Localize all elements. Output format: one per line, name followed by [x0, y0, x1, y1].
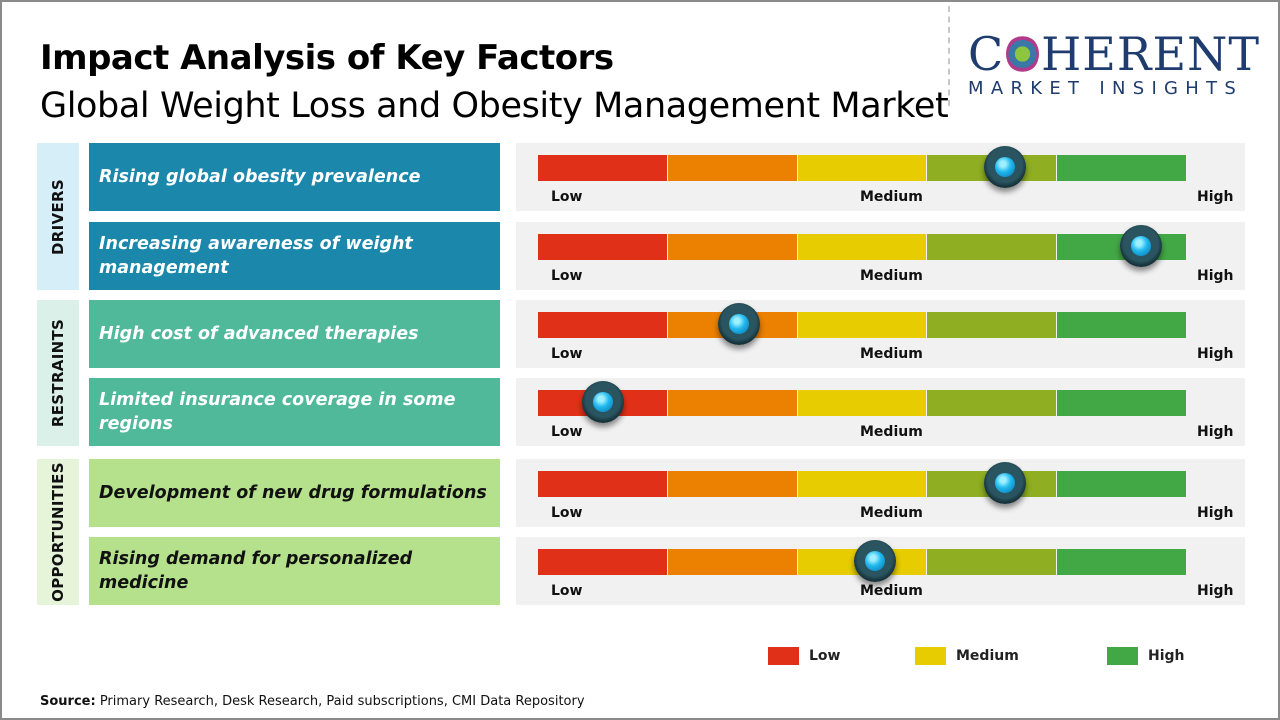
category-label: DRIVERS — [49, 178, 67, 255]
impact-indicator-knob — [983, 462, 1026, 504]
scale-label-high: High — [1197, 346, 1234, 362]
gauge-segment — [1057, 312, 1186, 338]
category-label: OPPORTUNITIES — [49, 462, 67, 602]
impact-gauge: Low Medium High — [516, 378, 1245, 446]
coherent-logo: C HERENT MARKET INSIGHTS — [968, 27, 1260, 99]
gauge-segment — [927, 390, 1056, 416]
impact-gauge: Low Medium High — [516, 143, 1245, 211]
globe-icon — [1006, 35, 1040, 73]
category-label: RESTRAINTS — [49, 318, 68, 428]
gauge-segment — [668, 549, 797, 575]
scale-label-high: High — [1197, 505, 1234, 521]
gauge-segment — [927, 234, 1056, 260]
legend-item-high: High — [1107, 647, 1185, 665]
scale-label-high: High — [1197, 268, 1234, 284]
gauge-segment — [668, 471, 797, 497]
gauge-segment — [538, 155, 667, 181]
scale-label-medium: Medium — [860, 424, 923, 440]
impact-gauge: Low Medium High — [516, 537, 1245, 605]
factor-label: Rising global obesity prevalence — [89, 143, 500, 211]
scale-label-high: High — [1197, 583, 1234, 599]
legend-item-medium: Medium — [915, 647, 1019, 665]
factor-label: Rising demand for personalized medicine — [89, 537, 500, 605]
scale-label-low: Low — [551, 424, 583, 440]
factor-label: Increasing awareness of weight managemen… — [89, 222, 500, 290]
category-drivers: DRIVERS — [37, 143, 79, 290]
scale-label-low: Low — [551, 346, 583, 362]
impact-indicator-knob — [853, 540, 896, 582]
scale-label-low: Low — [551, 583, 583, 599]
gauge-segment — [798, 234, 926, 260]
gauge-segment — [668, 234, 797, 260]
divider — [948, 6, 950, 106]
gauge-segment — [927, 549, 1056, 575]
scale-label-medium: Medium — [860, 189, 923, 205]
gauge-segment — [668, 390, 797, 416]
gauge-segment — [538, 234, 667, 260]
gauge-segment — [1057, 471, 1186, 497]
legend-swatch-high — [1107, 647, 1138, 665]
legend-item-low: Low — [768, 647, 840, 665]
impact-indicator-knob — [581, 381, 624, 423]
scale-label-medium: Medium — [860, 346, 923, 362]
scale-label-high: High — [1197, 189, 1234, 205]
impact-indicator-knob — [717, 303, 760, 345]
gauge-segment — [538, 549, 667, 575]
logo-tagline: MARKET INSIGHTS — [968, 78, 1244, 99]
gauge-segment — [927, 312, 1056, 338]
gauge-segment — [798, 390, 926, 416]
gauge-segment — [798, 471, 926, 497]
scale-label-medium: Medium — [860, 268, 923, 284]
impact-indicator-knob — [1119, 225, 1162, 267]
impact-gauge: Low Medium High — [516, 222, 1245, 290]
legend-swatch-low — [768, 647, 799, 665]
factor-label: Development of new drug formulations — [89, 459, 500, 527]
scale-label-low: Low — [551, 189, 583, 205]
impact-gauge: Low Medium High — [516, 459, 1245, 527]
category-opportunities: OPPORTUNITIES — [37, 459, 79, 605]
source-note: Source: Primary Research, Desk Research,… — [40, 694, 585, 709]
scale-label-low: Low — [551, 505, 583, 521]
scale-label-high: High — [1197, 424, 1234, 440]
category-restraints: RESTRAINTS — [37, 300, 79, 446]
gauge-segment — [538, 312, 667, 338]
gauge-segment — [1057, 390, 1186, 416]
factor-label: High cost of advanced therapies — [89, 300, 500, 368]
gauge-segment — [1057, 155, 1186, 181]
impact-indicator-knob — [983, 146, 1026, 188]
scale-label-low: Low — [551, 268, 583, 284]
gauge-segment — [798, 155, 926, 181]
gauge-segment — [538, 471, 667, 497]
scale-label-medium: Medium — [860, 583, 923, 599]
scale-label-medium: Medium — [860, 505, 923, 521]
legend-swatch-medium — [915, 647, 946, 665]
gauge-segment — [798, 312, 926, 338]
gauge-segment — [1057, 549, 1186, 575]
gauge-segment — [668, 155, 797, 181]
page-subtitle: Global Weight Loss and Obesity Managemen… — [40, 86, 949, 126]
impact-gauge: Low Medium High — [516, 300, 1245, 368]
factor-label: Limited insurance coverage in some regio… — [89, 378, 500, 446]
page-title: Impact Analysis of Key Factors — [40, 38, 614, 78]
